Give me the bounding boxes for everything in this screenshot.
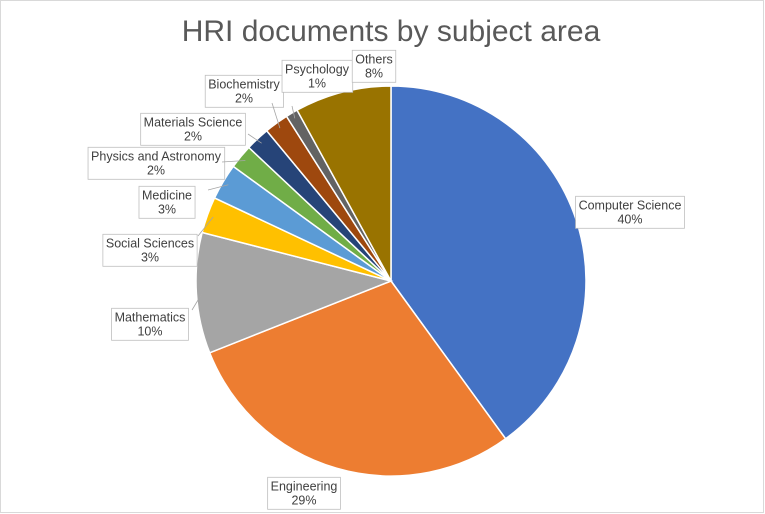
label-box xyxy=(87,146,226,180)
pie-slice xyxy=(208,280,507,477)
label-value: 2% xyxy=(147,163,165,177)
label-category: Engineering xyxy=(271,479,338,493)
label-category: Materials Science xyxy=(144,115,243,129)
label-box xyxy=(138,185,196,219)
label-category: Computer Science xyxy=(579,198,682,212)
slices xyxy=(195,85,587,477)
label-box xyxy=(351,49,397,83)
label-value: 3% xyxy=(158,202,176,216)
leader-line xyxy=(197,216,214,237)
label-category: Psychology xyxy=(285,62,350,76)
label-value: 3% xyxy=(141,250,159,264)
label-box xyxy=(575,195,685,229)
leader-line xyxy=(291,105,296,119)
label-category: Medicine xyxy=(142,188,192,202)
label-category: Others xyxy=(355,52,393,66)
label-value: 1% xyxy=(308,76,326,90)
leader-line xyxy=(191,292,203,311)
leader-line xyxy=(207,184,229,191)
label-value: 8% xyxy=(365,66,383,80)
label-category: Mathematics xyxy=(115,310,186,324)
label-category: Physics and Astronomy xyxy=(91,149,222,163)
leader-line xyxy=(221,160,246,163)
label-value: 40% xyxy=(617,212,642,226)
leader-line xyxy=(271,102,281,129)
chart-title: HRI documents by subject area xyxy=(182,15,601,48)
label-value: 2% xyxy=(184,129,202,143)
label-value: 10% xyxy=(137,324,162,338)
label-value: 29% xyxy=(291,493,316,507)
label-box xyxy=(140,112,246,146)
label-value: 2% xyxy=(235,91,253,105)
label-box xyxy=(102,233,198,267)
label-category: Biochemistry xyxy=(208,77,280,91)
label-box xyxy=(267,476,341,510)
label-box xyxy=(281,59,354,93)
label-box xyxy=(111,307,189,341)
label-category: Social Sciences xyxy=(106,236,194,250)
leader-line xyxy=(247,133,262,144)
pie-slice xyxy=(195,231,394,354)
